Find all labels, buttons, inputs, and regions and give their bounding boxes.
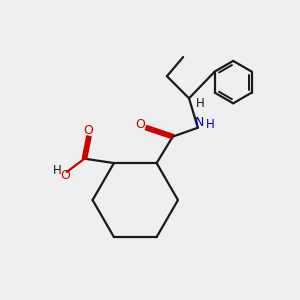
Text: H: H: [196, 97, 205, 110]
Text: O: O: [83, 124, 93, 136]
Text: N: N: [194, 116, 204, 129]
Text: O: O: [135, 118, 145, 131]
Text: H: H: [206, 118, 214, 131]
Text: H: H: [53, 164, 62, 177]
Text: O: O: [60, 169, 70, 182]
